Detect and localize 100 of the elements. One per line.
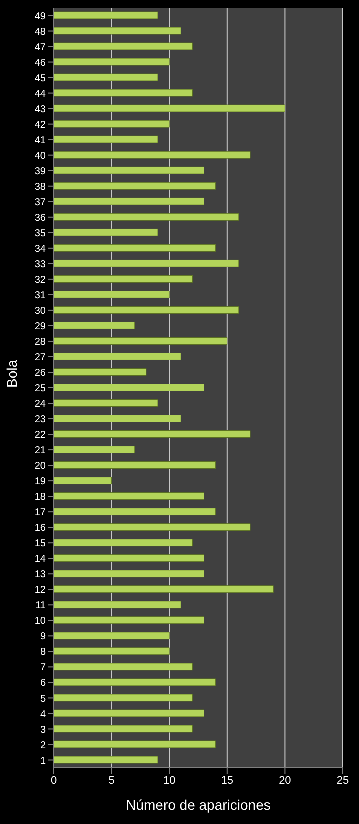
y-tick-label: 10 xyxy=(34,616,46,628)
x-axis-title: Número de apariciones xyxy=(126,797,271,813)
bar xyxy=(54,570,205,578)
x-tick-label: 15 xyxy=(221,774,234,787)
y-tick-label: 28 xyxy=(34,337,46,348)
y-tick-label: 33 xyxy=(34,259,46,270)
y-tick-label: 21 xyxy=(34,446,46,457)
y-tick-label: 35 xyxy=(34,228,46,240)
y-tick-label: 45 xyxy=(34,73,46,84)
y-tick-label: 31 xyxy=(34,290,46,302)
bar xyxy=(54,27,182,35)
y-tick-label: 47 xyxy=(34,42,46,54)
bar xyxy=(54,12,158,20)
bar xyxy=(54,462,216,470)
x-tick-label: 5 xyxy=(108,774,115,787)
x-tick-label: 0 xyxy=(50,774,58,787)
y-tick-label: 32 xyxy=(34,274,46,286)
bar xyxy=(54,678,216,686)
bar xyxy=(54,663,193,671)
bar xyxy=(54,368,147,376)
y-tick-label: 11 xyxy=(36,600,46,612)
y-tick-label: 30 xyxy=(34,306,46,317)
bar xyxy=(54,260,240,268)
y-tick-label: 15 xyxy=(34,538,46,550)
bar xyxy=(54,740,216,748)
bar xyxy=(54,477,112,485)
y-tick-label: 48 xyxy=(34,26,46,38)
y-tick-label: 1 xyxy=(40,756,46,767)
bar xyxy=(54,648,170,656)
y-tick-label: 42 xyxy=(34,120,46,131)
bar xyxy=(54,524,251,532)
y-tick-label: 6 xyxy=(40,678,46,690)
y-tick-label: 41 xyxy=(34,135,46,146)
bar xyxy=(54,554,205,562)
y-tick-label: 44 xyxy=(34,88,46,100)
y-tick-label: 29 xyxy=(34,322,46,333)
bar xyxy=(54,337,228,345)
y-tick-label: 4 xyxy=(40,709,46,720)
bar xyxy=(54,352,182,360)
y-tick-label: 13 xyxy=(34,570,46,581)
bar xyxy=(54,601,182,609)
y-tick-label: 43 xyxy=(34,104,46,116)
bar xyxy=(54,725,193,733)
x-tick-label: 10 xyxy=(163,774,176,787)
y-tick-label: 40 xyxy=(34,150,46,162)
bar xyxy=(54,58,170,66)
bar xyxy=(54,492,205,500)
y-tick-label: 7 xyxy=(40,662,46,674)
bar xyxy=(54,136,158,144)
bar xyxy=(54,539,193,547)
bar xyxy=(54,415,182,423)
y-tick-label: 24 xyxy=(34,399,46,410)
y-tick-label: 25 xyxy=(34,384,46,395)
y-tick-label: 5 xyxy=(40,694,46,705)
bar xyxy=(54,74,158,82)
y-tick-label: 26 xyxy=(34,368,46,380)
y-tick-label: 18 xyxy=(34,492,46,504)
bar xyxy=(54,151,251,159)
y-tick-label: 16 xyxy=(34,523,46,534)
bar xyxy=(54,213,240,221)
y-tick-label: 39 xyxy=(34,166,46,178)
y-tick-label: 49 xyxy=(34,11,46,22)
y-tick-label: 36 xyxy=(34,212,46,224)
y-tick-label: 37 xyxy=(34,197,46,208)
y-tick-label: 8 xyxy=(40,647,46,658)
bar xyxy=(54,586,274,594)
y-tick-label: 20 xyxy=(34,461,46,472)
bar xyxy=(54,400,158,408)
bar xyxy=(54,616,205,624)
bar xyxy=(54,166,205,174)
bar xyxy=(54,694,193,702)
bar xyxy=(54,756,158,764)
y-tick-label: 22 xyxy=(34,430,46,442)
bar xyxy=(54,89,193,97)
y-tick-label: 14 xyxy=(34,554,46,566)
y-tick-label: 9 xyxy=(40,632,46,643)
bar xyxy=(54,244,216,252)
bar xyxy=(54,275,193,283)
bar xyxy=(54,228,158,236)
y-tick-label: 27 xyxy=(34,352,46,364)
bar xyxy=(54,306,240,314)
y-tick-label: 2 xyxy=(40,740,46,752)
x-tick-label: 20 xyxy=(279,774,292,787)
y-tick-label: 12 xyxy=(34,585,46,596)
bar xyxy=(54,198,205,206)
bar xyxy=(54,182,216,190)
bar xyxy=(54,508,216,516)
y-tick-label: 19 xyxy=(34,476,46,488)
y-tick-label: 17 xyxy=(34,508,46,519)
y-tick-label: 38 xyxy=(34,182,46,193)
bar xyxy=(54,632,170,640)
bar xyxy=(54,710,205,718)
bar xyxy=(54,430,251,438)
bar xyxy=(54,446,136,454)
x-tick-label: 25 xyxy=(336,774,350,787)
y-tick-label: 3 xyxy=(40,724,46,736)
y-tick-label: 46 xyxy=(34,58,46,69)
y-tick-label: 34 xyxy=(34,244,46,255)
bar xyxy=(54,42,193,50)
bar xyxy=(54,104,286,112)
